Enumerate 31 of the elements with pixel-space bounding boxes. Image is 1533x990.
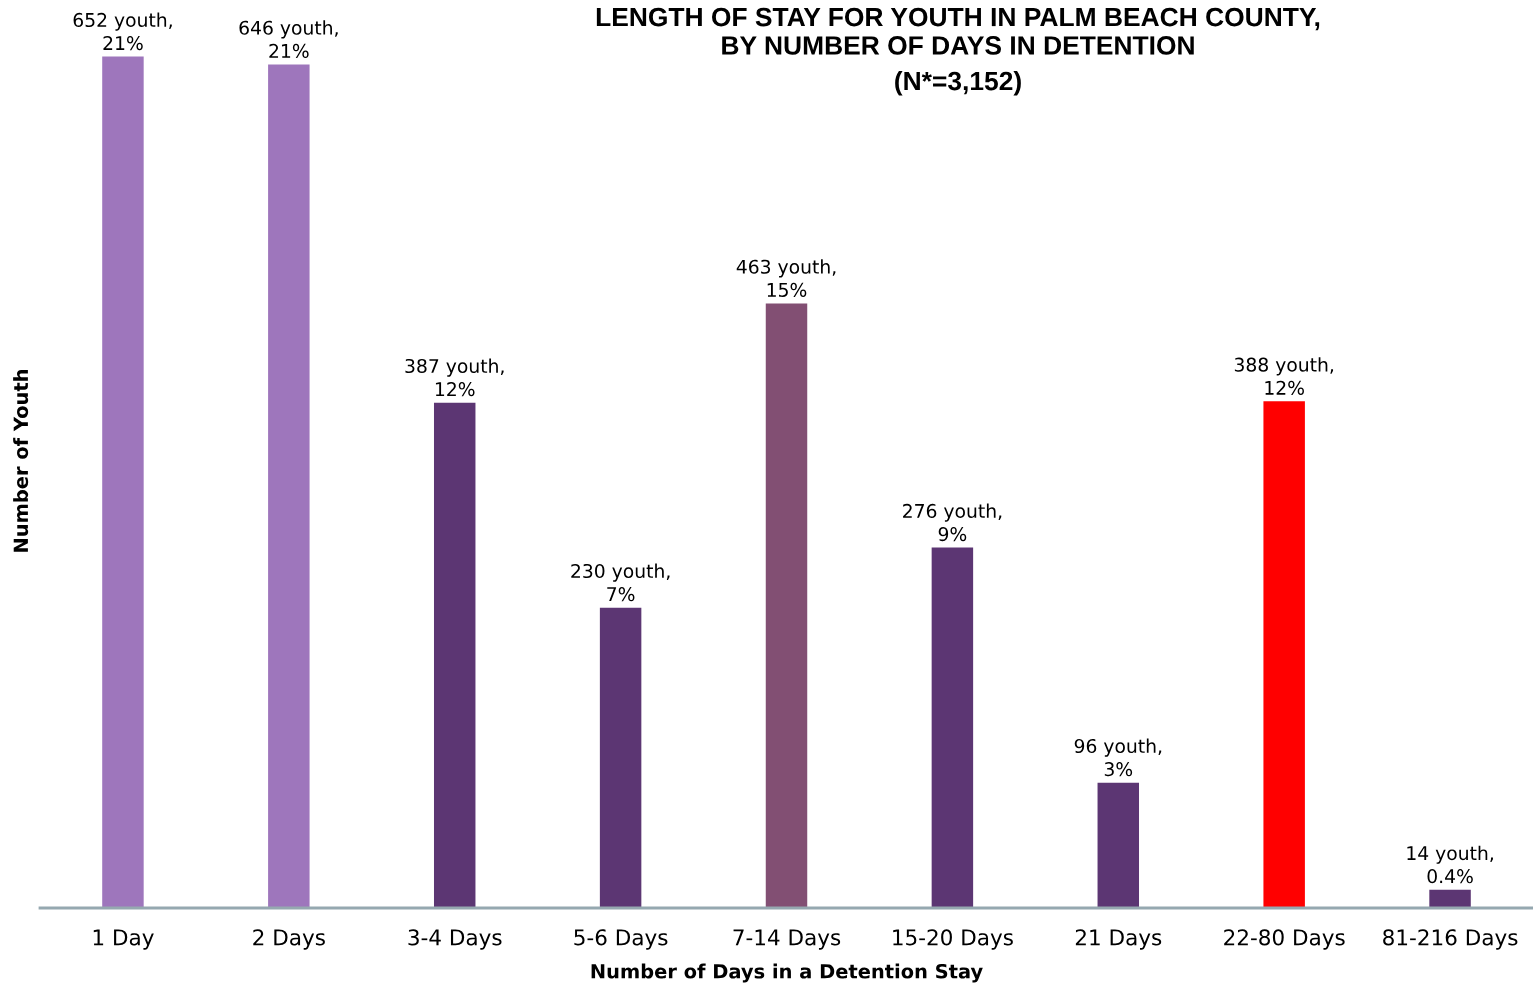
data-label: 388 youth, 12% [1234, 357, 1334, 395]
y-axis-title: Number of Youth [13, 369, 29, 552]
x-tick-label: 21 Days [1075, 929, 1162, 950]
x-tick-label: 5-6 Days [574, 929, 668, 950]
bar [433, 402, 476, 908]
bar [931, 547, 974, 908]
x-tick-label: 3-4 Days [408, 929, 502, 950]
data-label: 96 youth, 3% [1074, 738, 1162, 777]
data-label: 230 youth, 7% [571, 563, 670, 602]
data-label: 652 youth, 21% [73, 12, 172, 51]
text: (N*=3,152) [895, 71, 1021, 96]
bar [1097, 782, 1140, 908]
x-tick-label: 22-80 Days [1224, 929, 1345, 950]
x-axis-title: Number of Days in a Detention Stay [591, 963, 983, 983]
data-label: 387 youth, 12% [405, 358, 504, 397]
bar [765, 303, 808, 908]
x-tick-label: 2 Days [253, 929, 325, 950]
data-label: 14 youth, 0.4% [1407, 845, 1493, 884]
bar [1429, 889, 1471, 908]
data-label: 646 youth, 21% [239, 20, 338, 58]
bar [268, 64, 310, 908]
x-tick-label: 7-14 Days [733, 929, 841, 950]
x-tick-label: 81-216 Days [1383, 929, 1518, 950]
x-tick-label: 15-20 Days [893, 929, 1013, 950]
bar [599, 607, 642, 908]
x-tick-label: 1 Day [93, 929, 154, 950]
data-label: 276 youth, 9% [903, 503, 1002, 542]
chart-title: LENGTH OF STAY FOR YOUTH IN PALM BEACH COUNTY, BY NUMBER OF DAYS IN DETENTION [596, 7, 1320, 55]
data-label: 463 youth, 15% [736, 259, 836, 297]
bar [102, 56, 144, 908]
bar [1263, 401, 1305, 908]
